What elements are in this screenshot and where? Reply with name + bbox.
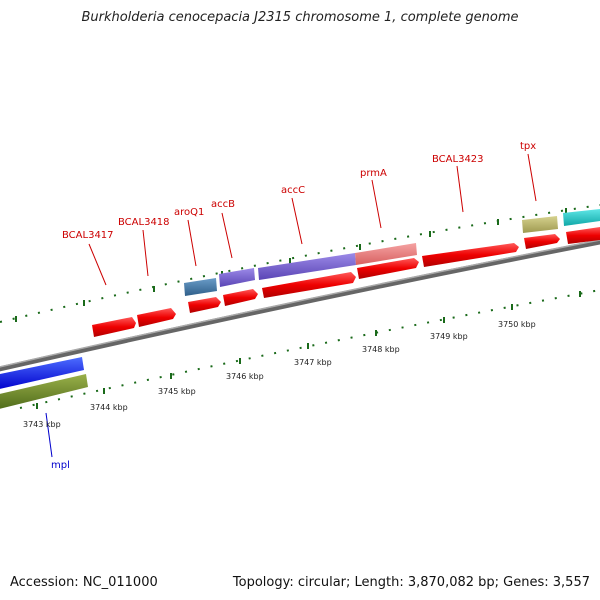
accession-text: Accession: NC_011000 [10, 575, 158, 590]
gene-label-BCAL3418: BCAL3418 [118, 217, 170, 228]
kbp-label-3743: 3743 kbp [23, 420, 61, 429]
feature-boxes [184, 209, 600, 296]
cds-arrows [92, 227, 600, 337]
cds-arrow-9 [566, 227, 600, 244]
cds-arrow-7 [422, 243, 519, 267]
kbp-label-3749: 3749 kbp [430, 332, 468, 341]
gene-label-BCAL3417: BCAL3417 [62, 230, 114, 241]
kbp-label-3744: 3744 kbp [90, 403, 128, 412]
cds-arrow-6 [357, 258, 419, 279]
topology-summary: Topology: circular; Length: 3,870,082 bp… [232, 575, 590, 590]
cds-arrow-2 [137, 308, 176, 327]
leader-lines [45, 153, 537, 458]
major-ticks [36, 291, 581, 409]
major-ticks-upper [15, 208, 567, 322]
feature-mpl-track [0, 357, 88, 409]
gene-label-aroQ1: aroQ1 [174, 207, 204, 218]
gene-label-BCAL3423: BCAL3423 [432, 154, 484, 165]
cds-arrow-8 [524, 234, 560, 249]
gene-label-prmA: prmA [360, 168, 387, 179]
cds-arrow-1 [92, 317, 136, 337]
cds-arrow-4 [223, 289, 258, 306]
gene-label-accB: accB [211, 199, 235, 210]
kbp-label-3750: 3750 kbp [498, 320, 536, 329]
kbp-label-3745: 3745 kbp [158, 387, 196, 396]
kbp-label-3746: 3746 kbp [226, 372, 264, 381]
cds-arrow-3 [188, 297, 221, 313]
inner-tick-track [19, 289, 600, 409]
kbp-label-3748: 3748 kbp [362, 345, 400, 354]
gene-label-mpl: mpl [51, 460, 70, 471]
cds-arrow-5 [262, 272, 356, 298]
gene-label-tpx: tpx [520, 141, 536, 152]
map-title: Burkholderia cenocepacia J2315 chromosom… [81, 10, 519, 25]
chromosome-backbone [0, 239, 600, 372]
gene-label-accC: accC [281, 185, 305, 196]
kbp-label-3747: 3747 kbp [294, 358, 332, 367]
